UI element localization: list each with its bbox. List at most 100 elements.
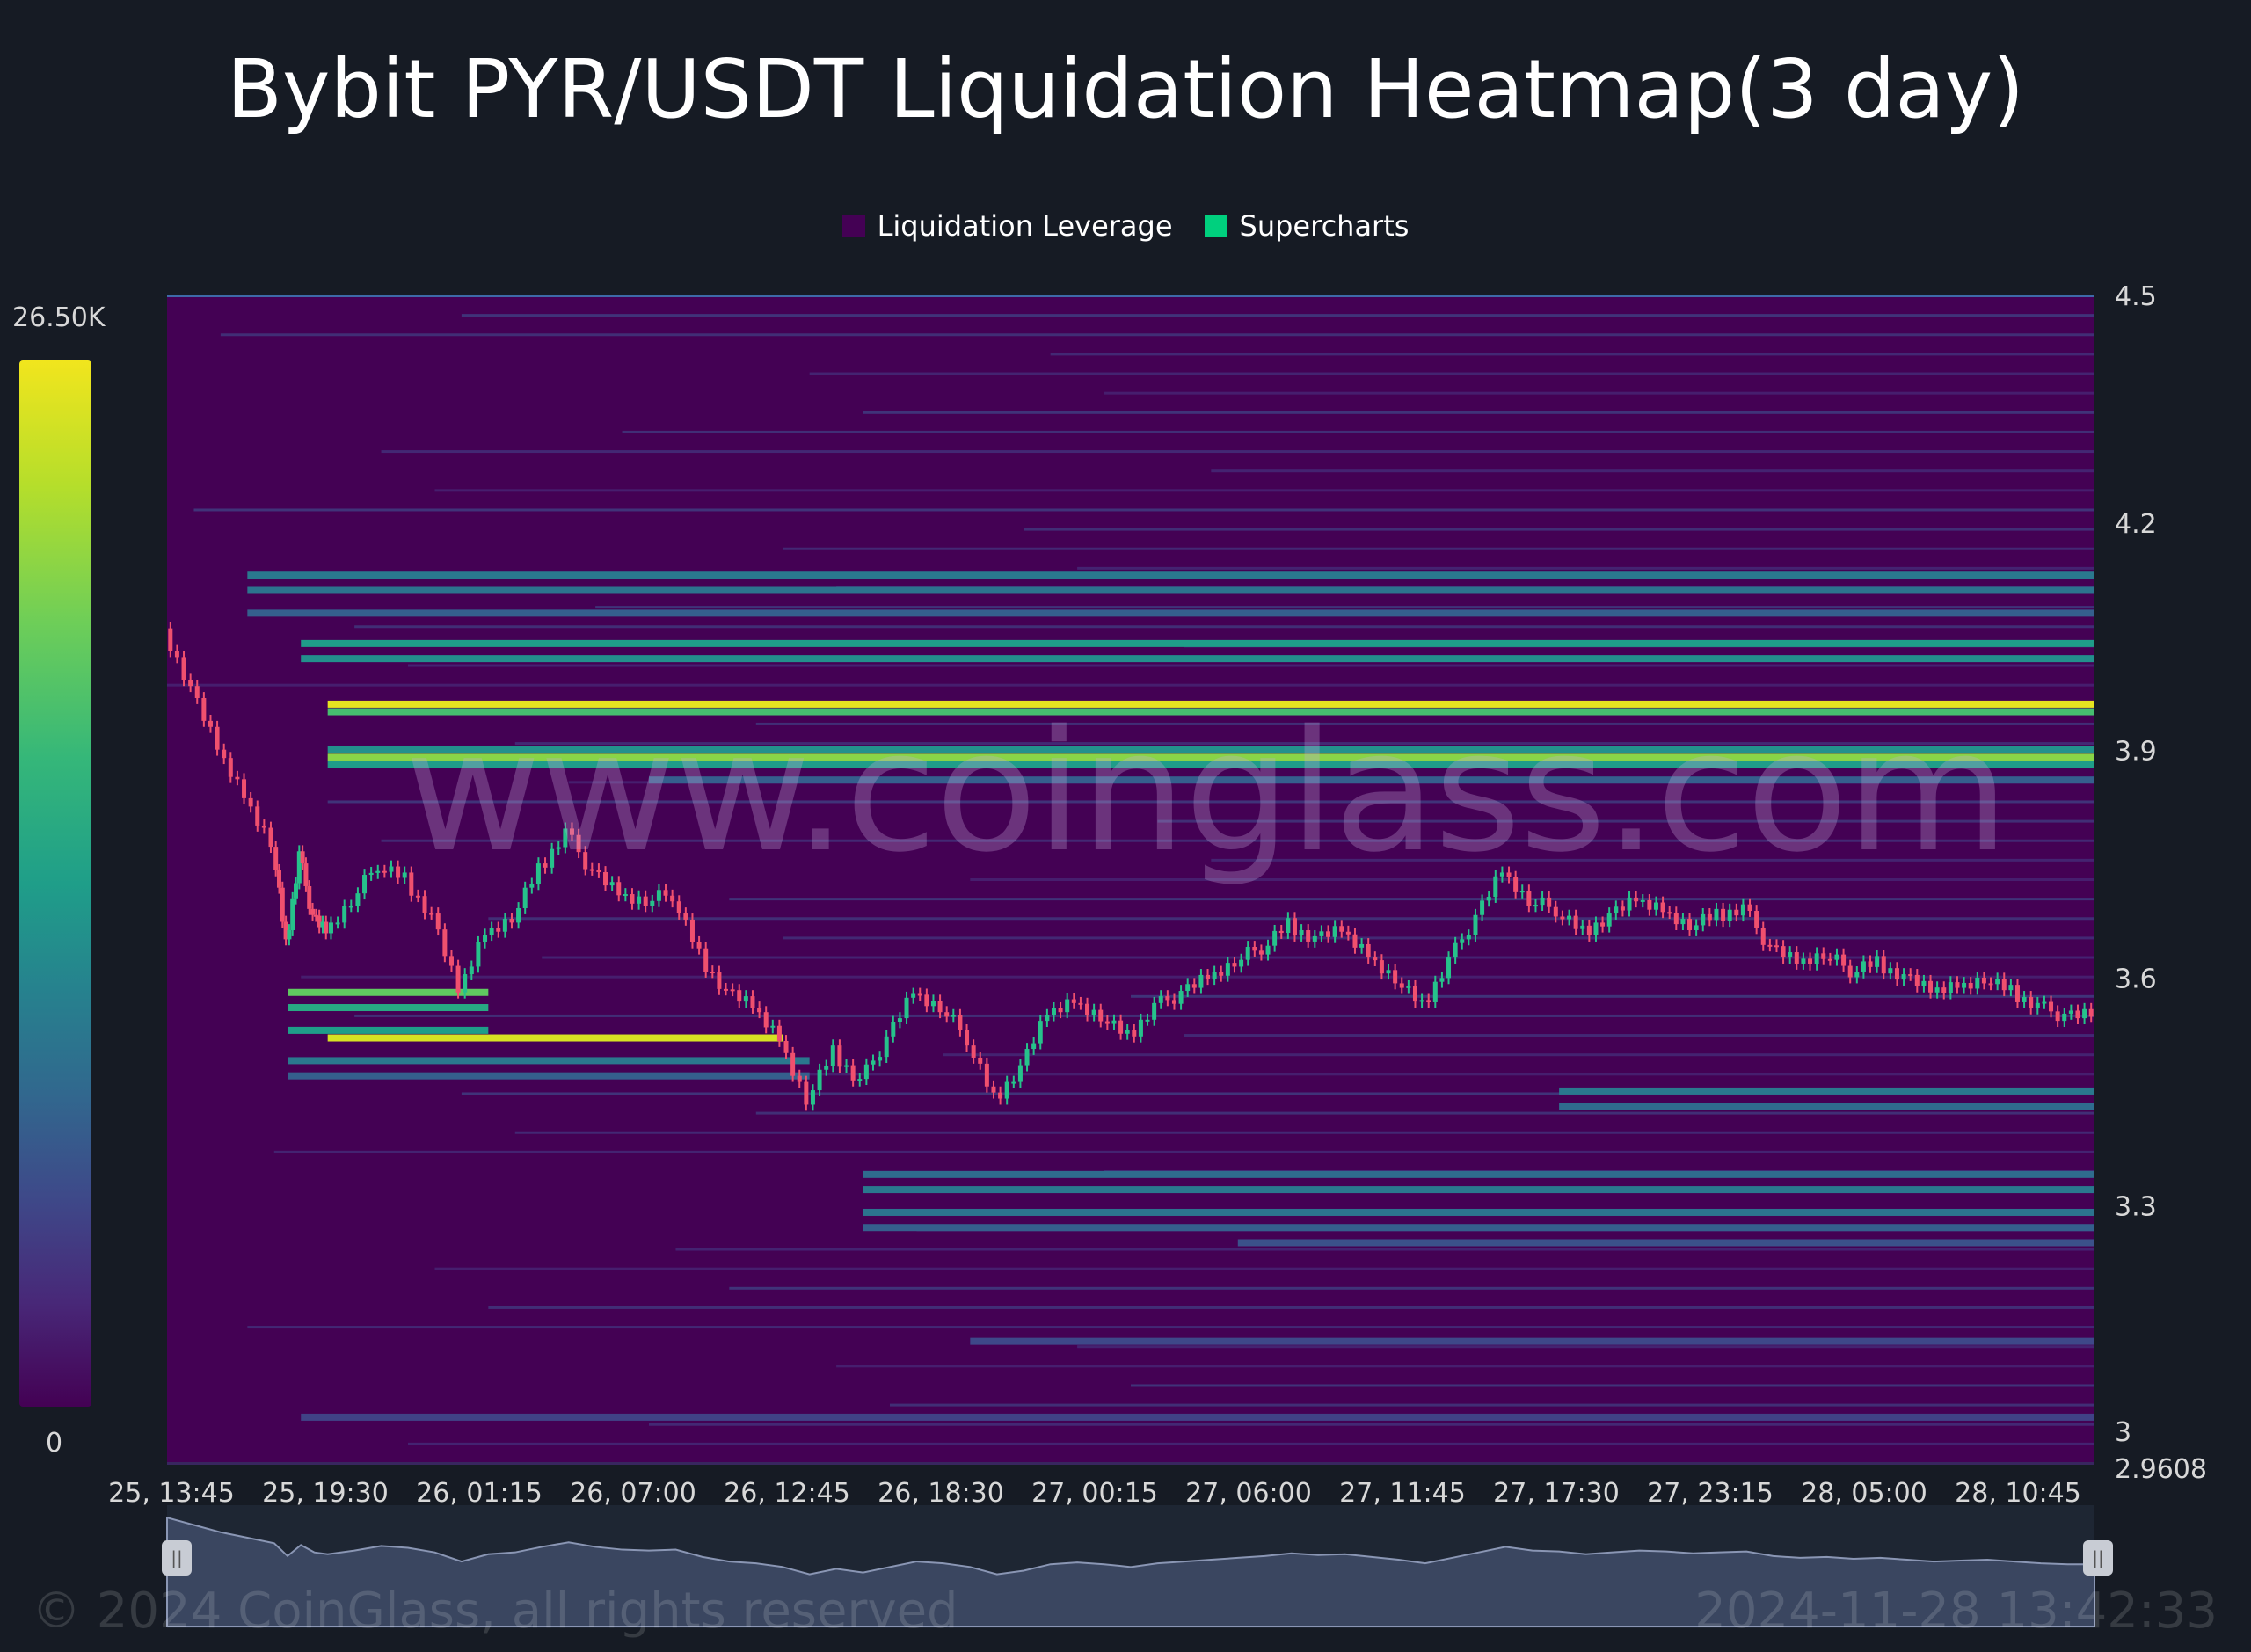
candle-body [1439,978,1445,982]
liquidation-band [1559,1087,2094,1095]
candle-body [294,883,299,899]
candle-body [1948,982,1953,993]
candle-body [1038,1021,1043,1044]
candle-body [1118,1020,1124,1034]
candle-body [1085,1003,1090,1015]
heatmap-background-line [381,839,2094,842]
navigator-left-handle-icon[interactable]: || [162,1540,192,1576]
candle-body [535,863,541,884]
candle-body [737,990,742,1002]
candle-body [1031,1043,1037,1050]
candle-body [1567,915,1572,920]
candle-body [382,870,387,873]
candle-body [1680,919,1686,925]
candle-body [375,870,381,873]
x-tick-label: 25, 13:45 [108,1478,235,1509]
candle-body [1419,1000,1424,1002]
heatmap-background-line [943,1053,2094,1057]
heatmap-background-line [1131,1384,2094,1387]
heatmap-background-line [783,936,2095,940]
candle-body [2014,985,2020,1002]
x-tick-label: 27, 06:00 [1185,1478,1312,1509]
legend-swatch-icon [841,215,865,237]
liquidation-band [288,1072,810,1080]
candle-body [1272,930,1278,946]
candle-body [797,1075,802,1082]
navigator-right-handle-icon[interactable]: || [2083,1540,2113,1576]
candle-body [1988,983,1993,986]
candle-body [1017,1065,1023,1082]
color-scale-min-label: 0 [46,1428,63,1459]
candle-body [1941,987,1947,993]
candle-body [1239,959,1244,967]
navigator[interactable] [166,1505,2095,1628]
heatmap-background-line [408,664,2094,667]
candle-body [2068,1010,2073,1014]
candle-body [1921,980,1927,986]
candle-body [1875,956,1880,967]
legend-item-supercharts[interactable]: Supercharts [1204,209,1409,243]
candle-body [609,882,615,886]
candle-body [2062,1013,2067,1022]
heatmap-background-line [247,1326,2095,1329]
heatmap-background-line [863,411,2094,414]
candle-body [188,680,193,687]
candle-body [2022,996,2027,1002]
candle-body [1834,954,1839,960]
candle-body [730,989,735,992]
candle-body [1065,999,1070,1013]
liquidation-band [863,1208,2094,1216]
heatmap-background-line [1131,994,2094,998]
candle-body [1981,977,1986,984]
candle-body [502,919,507,932]
candle-body [1104,1021,1110,1024]
candle-body [569,828,574,835]
candle-body [944,1012,950,1017]
legend-item-liquidation-leverage[interactable]: Liquidation Leverage [841,209,1173,243]
legend: Liquidation Leverage Supercharts [0,209,2251,243]
candle-body [1760,928,1766,945]
candle-body [616,882,622,896]
candle-body [320,921,325,928]
candle-body [1774,945,1779,948]
candle-body [1058,1008,1063,1013]
candle-body [965,1030,970,1046]
liquidation-band [247,586,2095,594]
candle-body [878,1057,883,1061]
candle-body [442,929,448,957]
candle-body [1808,958,1813,964]
candle-body [689,919,695,942]
liquidation-band [863,1224,2094,1232]
candle-body [1212,972,1217,979]
candle-body [563,828,568,848]
candle-body [817,1069,822,1091]
candle-body [550,848,555,868]
x-tick-label: 25, 19:30 [262,1478,389,1509]
heatmap-background-line [595,606,2094,609]
candle-body [310,908,316,915]
heatmap-background-line [1050,353,2094,356]
candle-body [717,972,722,989]
x-tick-label: 27, 17:30 [1493,1478,1620,1509]
y-axis: 4.5 4.2 3.9 3.6 3.3 3 2.9608 [2115,281,2207,1485]
candle-body [1908,974,1913,977]
candle-body [770,1025,776,1028]
candle-body [1640,899,1645,902]
candle-body [1506,872,1512,877]
candle-body [469,966,474,975]
candle-body [362,875,368,894]
liquidation-band [288,1057,810,1065]
legend-swatch-icon [1204,215,1227,237]
candle-body [1707,913,1712,921]
candle-body [174,651,179,658]
candle-body [1901,974,1906,980]
candle-body [261,825,266,828]
candle-body [917,993,922,996]
candle-body [429,913,434,915]
x-tick-label: 28, 05:00 [1801,1478,1927,1509]
candle-body [1962,982,1967,988]
candle-body [1667,912,1672,914]
chart-title: Bybit PYR/USDT Liquidation Heatmap(3 day… [226,42,2025,136]
candle-body [1245,946,1250,960]
